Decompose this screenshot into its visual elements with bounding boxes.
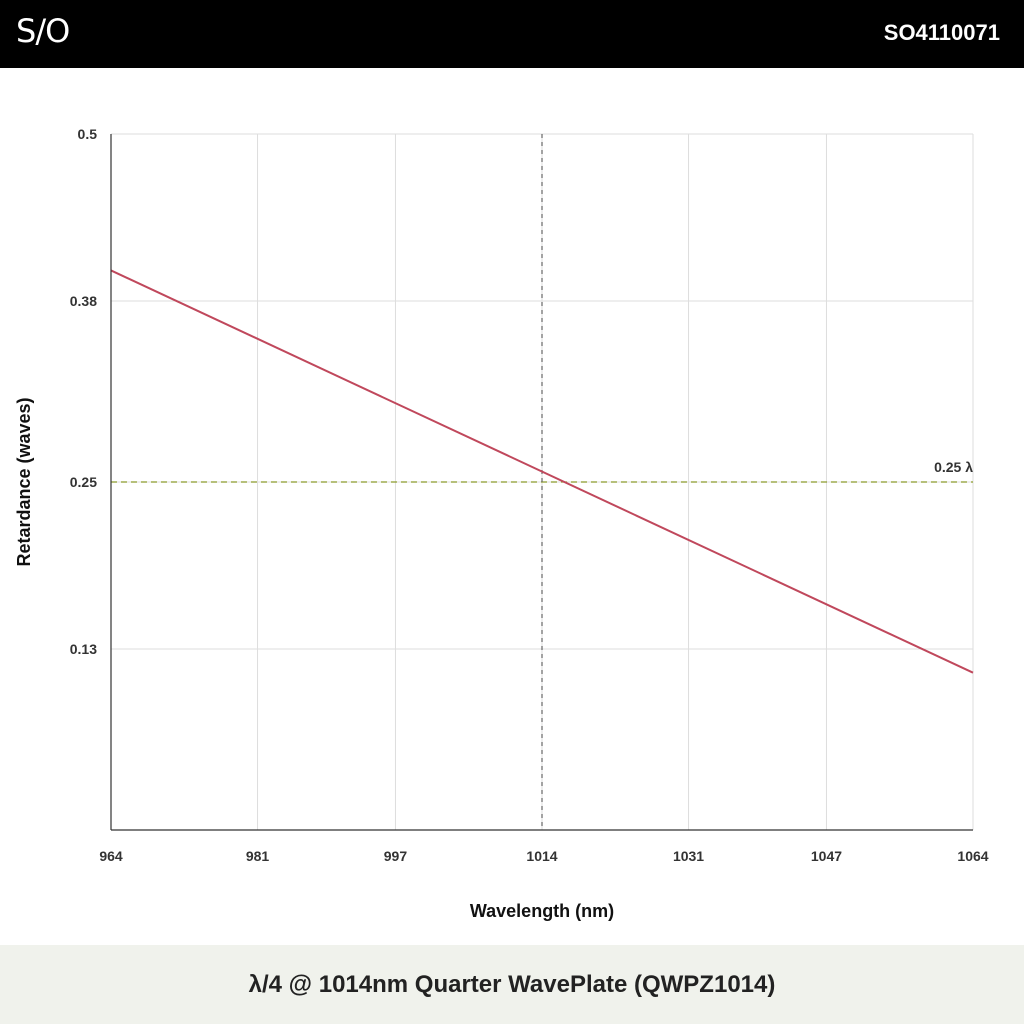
retardance-series-line — [110, 269, 974, 674]
x-tick-label: 997 — [384, 848, 408, 864]
x-tick-label: 1031 — [673, 848, 704, 864]
reference-line-label: 0.25 λ — [934, 459, 973, 475]
product-title: λ/4 @ 1014nm Quarter WavePlate (QWPZ1014… — [248, 970, 776, 998]
x-axis-label: Wavelength (nm) — [470, 901, 614, 921]
x-tick-label: 1064 — [957, 848, 988, 864]
brand-logo: S/O — [16, 12, 70, 50]
series-layer — [110, 269, 974, 674]
y-tick-label: 0.25 — [70, 474, 97, 490]
x-tick-label: 981 — [246, 848, 270, 864]
y-tick-label: 0.5 — [78, 126, 98, 142]
reference-lines: 0.25 λ — [111, 134, 973, 830]
x-tick-label: 964 — [99, 848, 123, 864]
x-tick-label: 1047 — [811, 848, 842, 864]
retardance-chart: 0.25 λ 964 981 997 1014 1031 1047 1064 0.13 0.25… — [14, 126, 989, 921]
x-tick-label: 1014 — [526, 848, 557, 864]
footer-bar: λ/4 @ 1014nm Quarter WavePlate (QWPZ1014… — [0, 945, 1024, 1024]
tick-labels: 964 981 997 1014 1031 1047 1064 0.13 0.25 0.38 0.5 — [70, 126, 989, 864]
y-tick-label: 0.38 — [70, 293, 97, 309]
y-tick-label: 0.13 — [70, 641, 97, 657]
y-axis-label: Retardance (waves) — [14, 397, 34, 566]
header-bar: S/O SO4110071 — [0, 0, 1024, 68]
axes — [110, 134, 973, 831]
part-number: SO4110071 — [883, 20, 1000, 45]
